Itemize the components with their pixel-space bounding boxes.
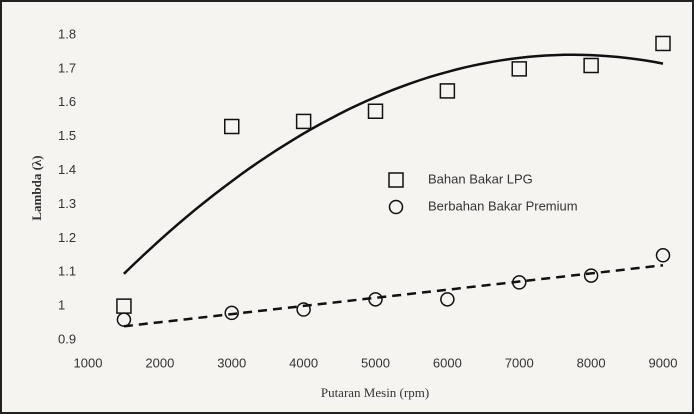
y-tick-label: 1.3 (58, 196, 76, 211)
y-tick-label: 0.9 (58, 331, 76, 346)
y-tick-label: 1.1 (58, 264, 76, 279)
y-tick-label: 1.5 (58, 128, 76, 143)
y-axis-label: Lambda (λ) (29, 155, 44, 220)
y-tick-label: 1.7 (58, 60, 76, 75)
data-point (655, 35, 671, 52)
data-point (224, 305, 239, 321)
x-tick-label: 6000 (433, 355, 462, 370)
y-tick-label: 1 (58, 298, 65, 313)
trendline (123, 264, 664, 328)
y-tick-label: 1.2 (58, 230, 76, 245)
legend-label: Berbahan Bakar Premium (428, 198, 578, 213)
data-point (295, 113, 312, 130)
x-tick-label: 8000 (577, 355, 606, 370)
legend-marker (388, 172, 404, 188)
data-point (655, 248, 671, 263)
data-point (368, 292, 383, 307)
x-axis-label: Putaran Mesin (rpm) (321, 385, 429, 400)
data-point (440, 292, 455, 307)
legend-marker (388, 199, 404, 215)
trendline (123, 53, 664, 275)
data-point (583, 57, 599, 74)
data-point (439, 83, 456, 99)
x-tick-label: 5000 (361, 355, 390, 370)
y-tick-label: 1.4 (58, 162, 76, 177)
x-tick-label: 3000 (217, 355, 246, 370)
legend-label: Bahan Bakar LPG (428, 171, 533, 186)
data-point (367, 103, 384, 119)
y-tick-label: 1.8 (58, 26, 76, 41)
data-point (583, 268, 599, 283)
x-tick-label: 2000 (145, 355, 174, 370)
data-point (512, 275, 527, 290)
data-point (116, 312, 132, 327)
data-point (296, 302, 311, 317)
x-tick-label: 7000 (505, 355, 534, 370)
data-point (511, 61, 527, 77)
x-tick-label: 1000 (74, 355, 103, 370)
x-tick-label: 9000 (649, 355, 678, 370)
y-tick-label: 1.6 (58, 94, 76, 109)
data-point (224, 118, 240, 135)
x-tick-label: 4000 (289, 355, 318, 370)
